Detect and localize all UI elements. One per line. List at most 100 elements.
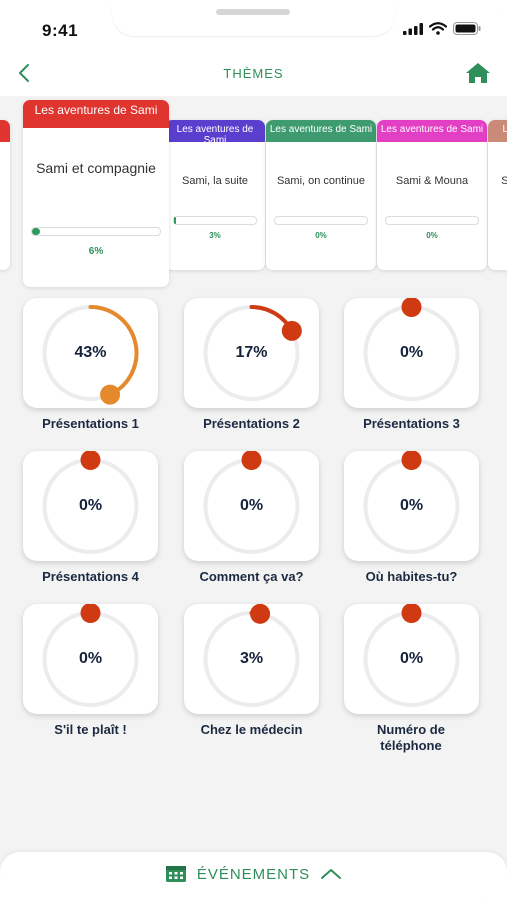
lesson-title: Présentations 3 bbox=[363, 416, 460, 431]
lesson-progress-label: 3% bbox=[239, 650, 264, 667]
progress-ring bbox=[363, 298, 460, 401]
lesson-tile: 0% bbox=[344, 451, 479, 561]
lesson-tile: 0% bbox=[23, 451, 158, 561]
device-notch bbox=[112, 0, 395, 36]
theme-progress-bar bbox=[173, 216, 257, 225]
theme-card[interactable]: Les aventures de Sami Sami & Mouna 0% bbox=[377, 120, 487, 270]
theme-card-header: Les aventures de Sami bbox=[23, 100, 169, 128]
progress-ring bbox=[203, 604, 300, 707]
theme-card-header: Le bbox=[488, 120, 507, 142]
status-bar: 9:41 bbox=[0, 0, 507, 50]
theme-progress-label: 6% bbox=[88, 246, 104, 257]
back-arrow-icon[interactable] bbox=[14, 62, 36, 84]
theme-card[interactable] bbox=[0, 120, 10, 270]
cellular-signal-icon bbox=[403, 22, 423, 35]
theme-card[interactable]: Le Sa bbox=[488, 120, 507, 270]
progress-ring-knob bbox=[250, 604, 271, 624]
lesson-title: Présentations 2 bbox=[203, 416, 300, 431]
theme-progress-label: 3% bbox=[209, 231, 221, 240]
theme-progress-label: 0% bbox=[315, 231, 327, 240]
lesson-card[interactable]: 0% Où habites-tu? bbox=[321, 451, 481, 611]
theme-progress-fill bbox=[174, 217, 177, 224]
progress-ring-knob bbox=[241, 451, 262, 470]
theme-card-header: Les aventures de Sami bbox=[266, 120, 376, 142]
theme-progress-bar bbox=[31, 227, 161, 236]
app-header: THÈMES bbox=[0, 50, 507, 96]
progress-ring-knob bbox=[401, 604, 422, 623]
progress-ring bbox=[203, 305, 302, 401]
lesson-card[interactable]: 0% Présentations 3 bbox=[321, 298, 481, 458]
lesson-progress-label: 17% bbox=[235, 344, 268, 361]
theme-card-title: Sa bbox=[501, 175, 507, 187]
theme-progress-fill bbox=[32, 228, 40, 235]
events-label: ÉVÉNEMENTS bbox=[196, 865, 311, 883]
progress-ring bbox=[42, 604, 139, 707]
theme-card-title: Sami, on continue bbox=[276, 175, 366, 187]
progress-ring-knob bbox=[401, 298, 422, 317]
theme-card-header: Les aventures de Sami bbox=[377, 120, 487, 142]
progress-ring-knob bbox=[401, 451, 422, 470]
lesson-tile: 17% bbox=[184, 298, 319, 408]
lesson-card[interactable]: 0% Comment ça va? bbox=[161, 451, 321, 611]
theme-card[interactable]: Les aventures de Sami Sami et compagnie 6% bbox=[23, 100, 169, 287]
lesson-title: Comment ça va? bbox=[199, 569, 304, 584]
progress-ring bbox=[363, 604, 460, 707]
status-icons bbox=[403, 22, 481, 35]
lesson-tile: 0% bbox=[344, 604, 479, 714]
theme-card-title: Sami, la suite bbox=[181, 175, 249, 187]
lesson-card[interactable]: 3% Chez le médecin bbox=[161, 604, 321, 764]
calendar-icon bbox=[165, 866, 186, 882]
lesson-tile: 0% bbox=[344, 298, 479, 408]
lesson-card[interactable]: 0% Numéro de téléphone bbox=[321, 604, 481, 764]
chevron-up-icon[interactable] bbox=[320, 867, 342, 881]
lesson-tile: 0% bbox=[184, 451, 319, 561]
progress-ring-knob bbox=[281, 320, 302, 341]
lesson-title: Où habites-tu? bbox=[365, 569, 458, 584]
lesson-title: Chez le médecin bbox=[200, 722, 303, 737]
lesson-title: Présentations 4 bbox=[42, 569, 139, 584]
progress-ring-knob bbox=[100, 384, 121, 405]
lesson-progress-label: 0% bbox=[78, 497, 103, 514]
lesson-tile: 3% bbox=[184, 604, 319, 714]
lesson-progress-label: 43% bbox=[74, 344, 107, 361]
theme-progress-label: 0% bbox=[426, 231, 438, 240]
lesson-card[interactable]: 0% Présentations 4 bbox=[0, 451, 160, 611]
theme-card[interactable]: Les aventures de Sami Sami, on continue 0% bbox=[266, 120, 376, 270]
events-drawer[interactable]: ÉVÉNEMENTS bbox=[0, 852, 507, 900]
progress-ring bbox=[363, 451, 460, 554]
progress-ring-arc bbox=[88, 305, 139, 397]
lesson-progress-label: 0% bbox=[399, 497, 424, 514]
theme-card-header bbox=[0, 120, 10, 142]
progress-ring bbox=[203, 451, 300, 554]
theme-card[interactable]: Les aventures de Sami Sami, la suite 3% bbox=[165, 120, 265, 270]
lesson-title: S'il te plaît ! bbox=[54, 722, 127, 737]
lesson-card[interactable]: 43% Présentations 1 bbox=[0, 298, 160, 458]
progress-ring-knob bbox=[80, 604, 101, 623]
lesson-title: Numéro de téléphone bbox=[377, 722, 445, 753]
progress-ring bbox=[42, 305, 139, 405]
progress-ring bbox=[42, 451, 139, 554]
lesson-tile: 43% bbox=[23, 298, 158, 408]
status-time: 9:41 bbox=[42, 21, 79, 40]
lesson-tile: 0% bbox=[23, 604, 158, 714]
lesson-progress-label: 0% bbox=[399, 650, 424, 667]
lesson-progress-label: 0% bbox=[399, 344, 424, 361]
lesson-progress-label: 0% bbox=[239, 497, 264, 514]
lesson-progress-label: 0% bbox=[78, 650, 103, 667]
lesson-card[interactable]: 17% Présentations 2 bbox=[161, 298, 321, 458]
page-title: THÈMES bbox=[223, 66, 284, 81]
home-icon[interactable] bbox=[465, 62, 491, 84]
progress-ring-knob bbox=[80, 451, 101, 470]
theme-card-title: Sami et compagnie bbox=[36, 160, 156, 176]
battery-icon bbox=[453, 22, 481, 35]
theme-card-header: Les aventures de Sami bbox=[165, 120, 265, 146]
theme-progress-bar bbox=[274, 216, 368, 225]
theme-progress-bar bbox=[385, 216, 479, 225]
wifi-icon bbox=[429, 22, 447, 35]
speaker-grille bbox=[216, 9, 290, 15]
themes-carousel[interactable]: Les aventures de Sami Sami et compagnie 6%… bbox=[0, 96, 507, 287]
lesson-title: Présentations 1 bbox=[42, 416, 139, 431]
theme-card-title: Sami & Mouna bbox=[395, 175, 469, 187]
lesson-card[interactable]: 0% S'il te plaît ! bbox=[0, 604, 160, 764]
